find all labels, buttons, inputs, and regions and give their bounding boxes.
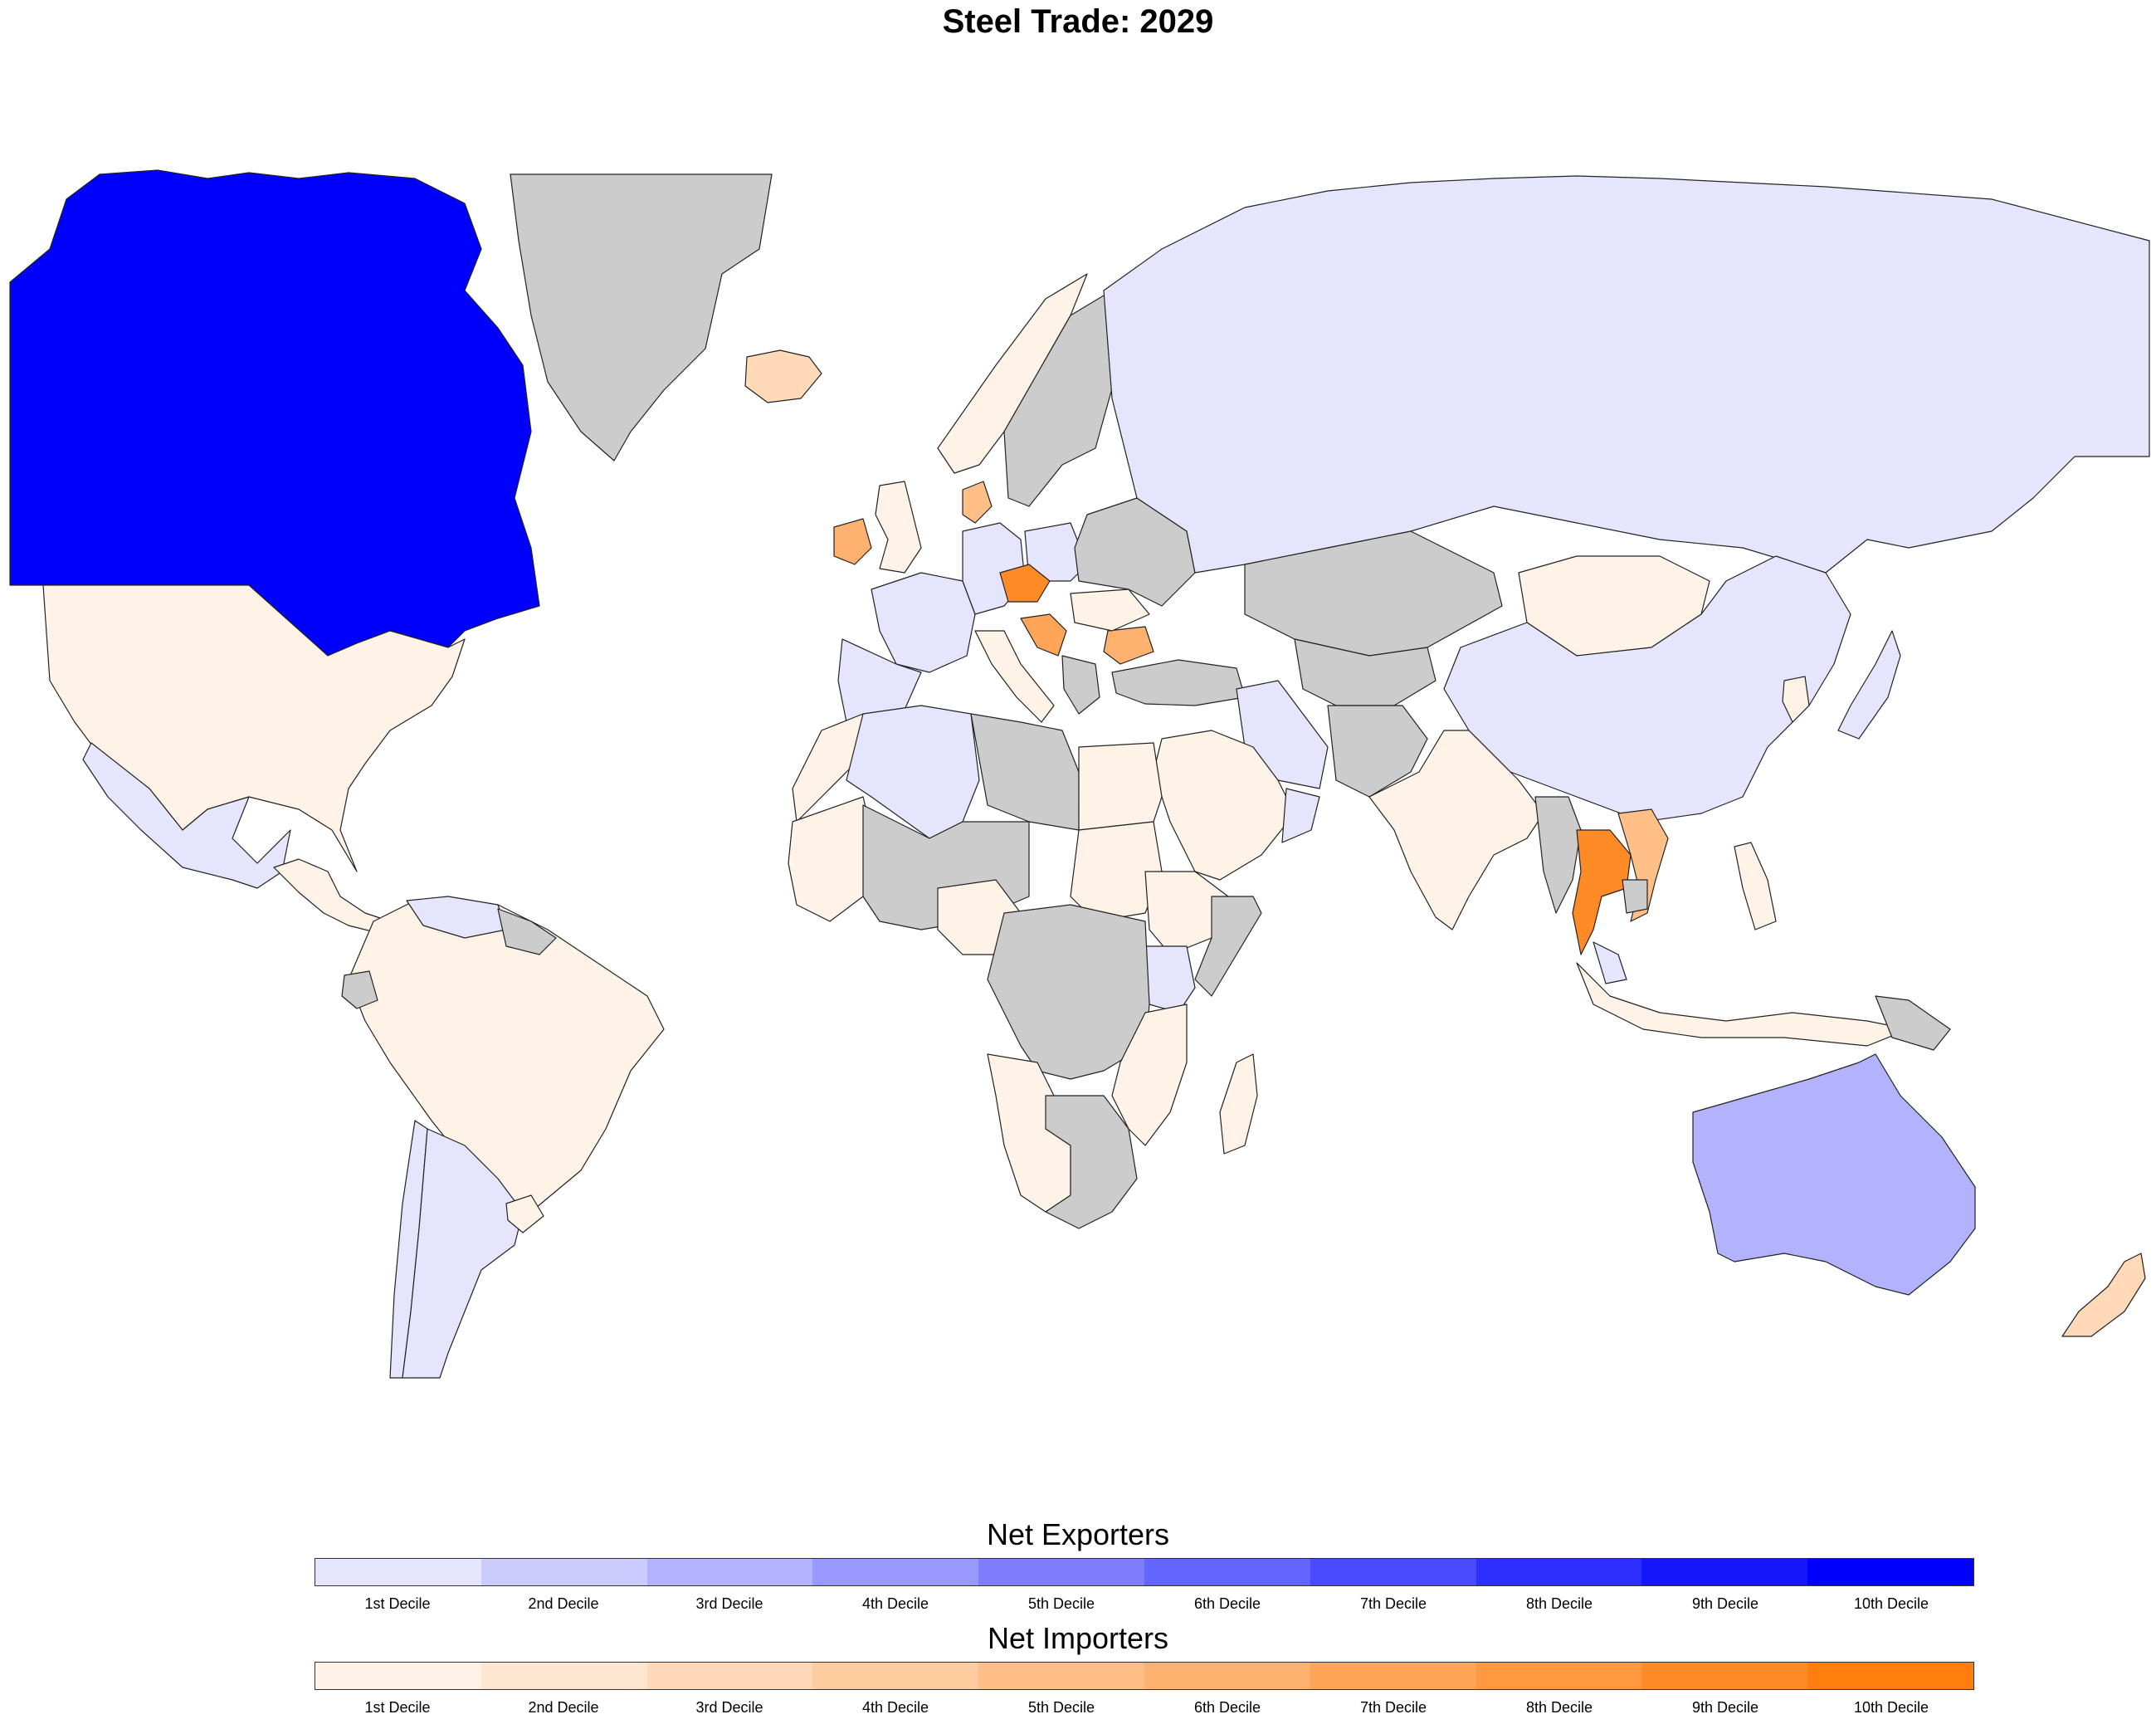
- region-west-africa[interactable]: [788, 796, 872, 922]
- legend-exporters-swatch: [1310, 1559, 1476, 1585]
- region-uruguay[interactable]: [505, 1194, 544, 1233]
- legend-exporters-swatch: [480, 1559, 647, 1585]
- region-korea[interactable]: [1782, 676, 1810, 723]
- region-afghanistan-pakistan[interactable]: [1327, 705, 1428, 798]
- legend-exporters-title: Net Exporters: [986, 1517, 1170, 1551]
- legend-importers-label: 5th Decile: [1027, 1699, 1095, 1716]
- legend-exporters-swatch: [1144, 1559, 1310, 1585]
- legend-importers-swatch: [978, 1663, 1144, 1689]
- legend-importers-swatch: [1807, 1663, 1973, 1689]
- world-map: [9, 169, 2150, 1379]
- region-sweden-finland[interactable]: [1003, 290, 1117, 507]
- region-france[interactable]: [871, 572, 976, 673]
- region-mozambique-tanzania[interactable]: [1111, 1004, 1188, 1146]
- legend-exporters-label: 3rd Decile: [695, 1595, 763, 1612]
- legend-exporters-label: 7th Decile: [1359, 1595, 1427, 1612]
- region-balkans[interactable]: [1020, 613, 1067, 657]
- legend-importers-swatch: [1476, 1663, 1642, 1689]
- region-laos-cambodia[interactable]: [1622, 879, 1648, 914]
- region-somalia[interactable]: [1194, 896, 1262, 997]
- legend-exporters-labels: 1st Decile 2nd Decile 3rd Decile 4th Decile…: [315, 1595, 1974, 1613]
- legend-importers-label: 9th Decile: [1691, 1699, 1759, 1716]
- legend-importers-title: Net Importers: [987, 1621, 1169, 1655]
- region-sudan[interactable]: [1070, 821, 1163, 922]
- region-mexico[interactable]: [82, 742, 291, 889]
- legend-importers-label: 10th Decile: [1853, 1699, 1929, 1716]
- legend-importers-label: 3rd Decile: [695, 1699, 763, 1716]
- legend-importers-label: 8th Decile: [1525, 1699, 1593, 1716]
- region-russia[interactable]: [1103, 175, 2150, 574]
- map-title: Steel Trade: 2029: [942, 3, 1214, 40]
- legend-exporters-swatch: [1807, 1559, 1973, 1585]
- legend-importers-label: 6th Decile: [1193, 1699, 1261, 1716]
- region-philippines[interactable]: [1734, 842, 1777, 930]
- region-united-kingdom[interactable]: [875, 481, 922, 574]
- region-guianas[interactable]: [497, 908, 557, 955]
- legend-exporters-swatch: [1476, 1559, 1642, 1585]
- region-bulgaria[interactable]: [1103, 626, 1154, 665]
- region-romania[interactable]: [1070, 589, 1150, 632]
- legend-exporters-swatch: [978, 1559, 1144, 1585]
- legend-exporters-swatch: [646, 1559, 813, 1585]
- legend-exporters-label: 10th Decile: [1853, 1595, 1929, 1612]
- legend-exporters-label: 6th Decile: [1193, 1595, 1261, 1612]
- legend-importers-swatch: [812, 1663, 979, 1689]
- legend-importers-label: 4th Decile: [861, 1699, 929, 1716]
- legend-exporters-label: 1st Decile: [364, 1595, 431, 1612]
- legend-importers-labels: 1st Decile 2nd Decile 3rd Decile 4th Decile…: [315, 1699, 1974, 1717]
- region-ireland[interactable]: [833, 518, 872, 565]
- legend-exporters-label: 5th Decile: [1027, 1595, 1095, 1612]
- legend-importers-label: 7th Decile: [1359, 1699, 1427, 1716]
- region-ecuador[interactable]: [341, 970, 378, 1009]
- region-central-africa[interactable]: [987, 904, 1150, 1080]
- region-iceland[interactable]: [744, 349, 822, 403]
- region-indonesia[interactable]: [1576, 962, 1910, 1047]
- legend-importers-swatch: [1310, 1663, 1476, 1689]
- region-myanmar[interactable]: [1534, 796, 1582, 914]
- legend-exporters-label: 4th Decile: [861, 1595, 929, 1612]
- region-turkey[interactable]: [1111, 659, 1246, 706]
- legend-importers-swatch: [1641, 1663, 1808, 1689]
- legend-importers-label: 1st Decile: [364, 1699, 431, 1716]
- legend-importers-swatch: [480, 1663, 647, 1689]
- region-egypt[interactable]: [1078, 742, 1163, 831]
- legend-importers-swatch: [315, 1663, 481, 1689]
- region-kazakhstan[interactable]: [1244, 530, 1503, 657]
- region-vietnam[interactable]: [1617, 808, 1669, 922]
- region-oman[interactable]: [1281, 788, 1320, 843]
- legend-importers-bar: [315, 1662, 1974, 1690]
- region-kenya[interactable]: [1144, 945, 1196, 1013]
- region-greece[interactable]: [1061, 655, 1100, 715]
- region-australia[interactable]: [1692, 1053, 1976, 1296]
- region-new-zealand[interactable]: [2061, 1253, 2146, 1337]
- region-japan[interactable]: [1837, 630, 1901, 740]
- region-thailand[interactable]: [1572, 829, 1632, 955]
- region-india[interactable]: [1368, 730, 1544, 930]
- region-png[interactable]: [1875, 995, 1951, 1051]
- legend-importers-swatch: [646, 1663, 813, 1689]
- region-canada[interactable]: [9, 169, 540, 657]
- region-libya[interactable]: [970, 713, 1080, 831]
- legend-exporters-swatch: [315, 1559, 481, 1585]
- region-southern-africa[interactable]: [1045, 1095, 1138, 1229]
- legend-exporters-label: 8th Decile: [1525, 1595, 1593, 1612]
- region-saudi-arabia[interactable]: [1153, 730, 1295, 881]
- region-denmark[interactable]: [962, 481, 993, 524]
- legend-exporters-swatch: [1641, 1559, 1808, 1585]
- region-madagascar[interactable]: [1219, 1053, 1258, 1155]
- legend-exporters-swatch: [812, 1559, 979, 1585]
- region-malaysia[interactable]: [1593, 941, 1627, 984]
- legend-exporters-label: 2nd Decile: [528, 1595, 599, 1612]
- legend-exporters-bar: [315, 1558, 1974, 1586]
- legend-exporters-label: 9th Decile: [1691, 1595, 1759, 1612]
- region-italy[interactable]: [974, 630, 1055, 723]
- region-argentina[interactable]: [402, 1128, 524, 1379]
- legend-importers-swatch: [1144, 1663, 1310, 1689]
- legend-importers-label: 2nd Decile: [528, 1699, 599, 1716]
- region-central-asia[interactable]: [1294, 638, 1437, 706]
- region-czechia[interactable]: [999, 564, 1051, 603]
- region-china[interactable]: [1443, 555, 1851, 823]
- region-greenland[interactable]: [510, 173, 773, 462]
